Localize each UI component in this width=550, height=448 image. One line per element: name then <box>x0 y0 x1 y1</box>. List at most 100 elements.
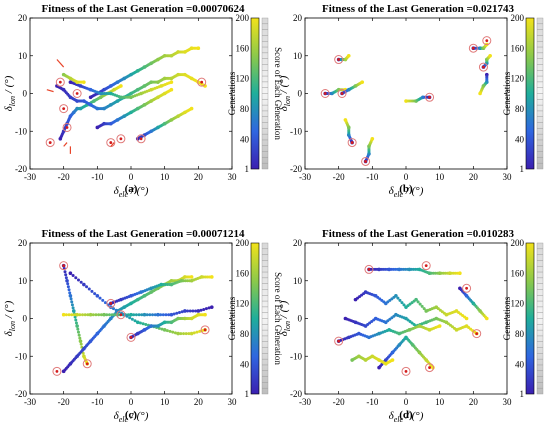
x-tick-label: -20 <box>58 172 70 182</box>
final-marker-dot <box>364 160 367 163</box>
final-marker-ring <box>136 134 146 144</box>
x-axis-subscript: ele <box>394 190 404 199</box>
final-marker-ring <box>62 122 72 132</box>
data-layer <box>320 36 492 166</box>
final-marker-dot <box>465 286 468 290</box>
colorbar-tick-label: 1 <box>245 164 250 174</box>
final-marker-dot <box>58 80 62 84</box>
colorbar-tick-label: 40 <box>240 134 250 144</box>
data-point <box>398 298 402 302</box>
data-point <box>68 271 73 276</box>
data-point <box>76 330 80 334</box>
final-marker-dot <box>404 369 408 373</box>
colorbar-tick-label: 1 <box>520 389 525 399</box>
y-tick-label: -10 <box>15 351 27 361</box>
final-marker-ring <box>462 283 472 293</box>
data-point <box>151 313 155 317</box>
panel-b: Fitness of the Last Generation =0.021743… <box>278 3 550 199</box>
data-point <box>82 80 86 84</box>
x-tick-label: -10 <box>366 397 378 407</box>
x-tick-label: -10 <box>366 172 378 182</box>
data-point <box>186 309 190 313</box>
data-point <box>346 53 351 58</box>
colorbar-label: Generations <box>502 71 512 115</box>
final-marker-ring <box>59 261 69 271</box>
final-marker-dot <box>475 332 479 335</box>
data-point <box>179 332 183 336</box>
final-marker-dot <box>428 366 431 369</box>
y-tick-label: 0 <box>298 89 303 99</box>
data-point <box>78 336 82 340</box>
y-axis-label: δlon / (°) <box>3 300 17 336</box>
y-axis-symbol: δ <box>278 330 290 336</box>
y-tick-label: -20 <box>290 389 302 399</box>
data-point <box>74 318 78 322</box>
panel-c: Fitness of the Last Generation =0.000712… <box>3 228 283 424</box>
final-marker-ring <box>337 89 347 98</box>
data-point <box>61 312 66 317</box>
data-point <box>161 313 165 317</box>
data-point <box>400 301 404 305</box>
data-point <box>102 312 106 317</box>
y-axis-label: δlon / (°) <box>278 300 292 336</box>
x-tick-label: 30 <box>503 397 513 407</box>
data-point <box>135 320 140 325</box>
data-point <box>210 275 214 279</box>
x-tick-label: 10 <box>160 172 170 182</box>
final-marker-dot <box>65 126 69 129</box>
colorbar-tick-label: 200 <box>511 13 525 23</box>
x-axis-symbol: δ <box>114 410 120 422</box>
data-point <box>95 294 100 298</box>
panel-caption: (b) <box>399 183 413 195</box>
final-marker-dot <box>337 339 341 343</box>
data-point <box>162 328 167 332</box>
x-tick-label: -30 <box>299 172 311 182</box>
final-marker-dot <box>119 137 123 141</box>
panel-a: Fitness of the Last Generation =0.000706… <box>3 3 283 199</box>
y-tick-label: -20 <box>15 164 27 174</box>
final-marker-ring <box>334 55 344 65</box>
arrow-marker <box>46 89 54 93</box>
data-point <box>165 329 169 333</box>
data-point <box>172 312 176 316</box>
x-axis-unit: / (°) <box>403 410 424 422</box>
data-point <box>79 280 83 284</box>
final-marker-ring <box>364 264 374 274</box>
y-axis-subscript: lon <box>283 321 292 331</box>
x-axis-symbol: δ <box>114 185 120 197</box>
x-tick-label: 10 <box>435 397 445 407</box>
data-point <box>203 312 207 317</box>
score-label: Score of Each Generation <box>273 47 283 140</box>
data-point <box>88 312 93 317</box>
data-point <box>177 310 181 314</box>
data-point <box>70 300 74 304</box>
final-marker-dot <box>62 107 66 110</box>
data-point <box>68 294 73 298</box>
colorbar <box>525 242 535 395</box>
data-point <box>68 291 72 295</box>
y-axis-symbol: δ <box>278 105 290 111</box>
data-point <box>187 332 191 336</box>
final-marker-dot <box>428 95 431 99</box>
data-point <box>173 331 177 335</box>
data-point <box>77 333 81 337</box>
data-point <box>144 323 148 327</box>
data-point <box>184 332 188 336</box>
data-point <box>195 330 199 334</box>
colorbar-tick-label: 120 <box>511 74 525 84</box>
colorbar-tick-label: 160 <box>511 43 525 53</box>
data-point <box>402 303 406 307</box>
final-marker-ring <box>72 89 82 98</box>
y-axis-unit: / (°) <box>3 300 15 321</box>
y-tick-label: 20 <box>18 238 28 248</box>
data-layer <box>45 46 207 154</box>
data-point <box>78 313 82 317</box>
y-tick-label: 20 <box>18 13 28 23</box>
data-point <box>204 307 208 311</box>
y-tick-label: 10 <box>293 51 303 61</box>
final-marker-dot <box>55 369 59 373</box>
data-point <box>85 285 89 289</box>
colorbar-tick-label: 160 <box>236 268 250 278</box>
data-point <box>189 331 194 336</box>
colorbar-tick-label: 120 <box>236 74 250 84</box>
